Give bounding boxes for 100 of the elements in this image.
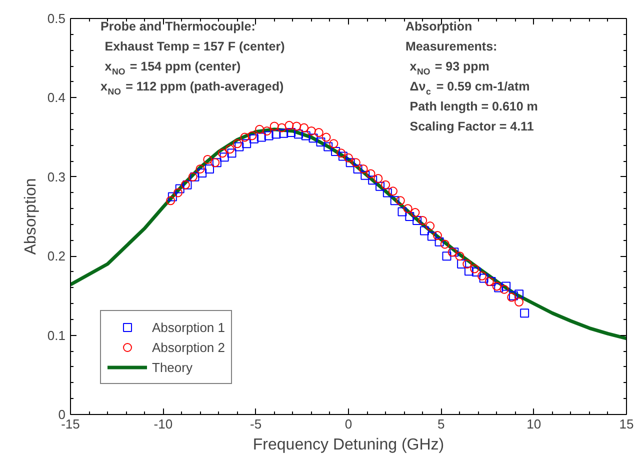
- point: [368, 176, 378, 185]
- annotation: Scaling Factor = 4.11: [410, 120, 534, 134]
- point: [502, 282, 511, 291]
- point: [462, 260, 472, 269]
- point: [426, 222, 435, 230]
- y-tick-label: 0.1: [47, 328, 66, 343]
- y-tick-label: 0: [58, 407, 66, 422]
- point: [514, 290, 524, 299]
- point: [277, 123, 286, 132]
- point: [306, 126, 316, 136]
- point: [272, 130, 281, 139]
- point: [381, 180, 390, 190]
- point: [390, 196, 400, 206]
- point: [255, 124, 264, 134]
- point: [168, 192, 177, 202]
- point: [477, 271, 486, 280]
- annotation: Exhaust Temp = 157 F (center): [104, 40, 285, 54]
- point: [205, 164, 214, 174]
- point: [388, 186, 398, 196]
- point: [218, 148, 227, 158]
- point: [442, 252, 452, 261]
- point: [455, 252, 464, 261]
- point: [366, 169, 376, 178]
- point: [225, 144, 234, 154]
- point: [301, 131, 310, 140]
- point: [440, 240, 450, 249]
- legend-label: Absorption 1: [152, 318, 225, 336]
- annotation: Measurements:: [406, 40, 498, 54]
- point: [472, 267, 481, 276]
- annotation: Probe and Thermocouple:: [100, 20, 256, 34]
- point: [412, 216, 422, 225]
- legend-label: Absorption 2: [152, 338, 225, 356]
- point: [300, 123, 309, 132]
- point: [514, 298, 524, 307]
- point: [227, 148, 236, 158]
- point: [248, 131, 257, 140]
- point: [403, 204, 412, 214]
- point: [249, 134, 258, 144]
- x-axis-title: Frequency Detuning (GHz): [252, 436, 444, 454]
- y-axis-title: Absorption: [22, 178, 40, 255]
- y-tick-label: 0.3: [47, 169, 66, 184]
- point: [284, 120, 294, 130]
- point: [405, 212, 414, 221]
- y-tick-label: 0.5: [47, 11, 66, 26]
- point: [427, 232, 436, 241]
- point: [351, 158, 360, 168]
- x-tick-label: 0: [344, 416, 352, 432]
- point: [353, 164, 362, 174]
- point: [256, 132, 266, 142]
- point: [264, 131, 274, 140]
- point: [470, 264, 480, 274]
- point: [292, 122, 302, 131]
- point: [479, 274, 488, 283]
- point: [358, 164, 368, 174]
- point: [418, 216, 428, 225]
- x-tick-label: 10: [526, 416, 542, 432]
- point: [240, 132, 250, 142]
- point: [396, 196, 405, 206]
- point: [279, 128, 288, 138]
- annotation: Absorption: [406, 20, 472, 34]
- point: [203, 154, 212, 164]
- legend-label: Theory: [152, 358, 192, 376]
- point: [294, 130, 303, 139]
- point: [198, 168, 207, 178]
- point: [338, 152, 348, 161]
- point: [308, 134, 318, 143]
- point: [374, 174, 383, 183]
- point: [520, 308, 530, 318]
- x-tick-label: -10: [154, 416, 173, 432]
- point: [173, 188, 182, 198]
- point: [376, 182, 385, 191]
- annotation: Path length = 0.610 m: [410, 100, 538, 114]
- point: [270, 122, 279, 131]
- point: [220, 152, 229, 162]
- point: [360, 170, 370, 180]
- point: [166, 196, 176, 206]
- point: [329, 139, 338, 148]
- point: [500, 284, 509, 294]
- point: [457, 260, 466, 269]
- point: [398, 207, 407, 216]
- point: [262, 126, 272, 136]
- point: [344, 153, 353, 162]
- point: [196, 164, 205, 174]
- point: [346, 158, 355, 168]
- point: [434, 237, 444, 246]
- point: [331, 147, 340, 156]
- x-tick-label: 15: [619, 416, 634, 432]
- x-tick-label: -5: [250, 416, 262, 432]
- point: [322, 132, 331, 142]
- point: [382, 188, 392, 198]
- point: [175, 184, 184, 194]
- point: [234, 142, 244, 152]
- y-tick-label: 0.4: [47, 90, 66, 106]
- point: [314, 128, 324, 138]
- point: [232, 139, 242, 148]
- x-tick-label: 5: [438, 416, 445, 432]
- point: [324, 142, 333, 152]
- point: [420, 226, 429, 236]
- point: [286, 128, 296, 138]
- point: [242, 139, 252, 148]
